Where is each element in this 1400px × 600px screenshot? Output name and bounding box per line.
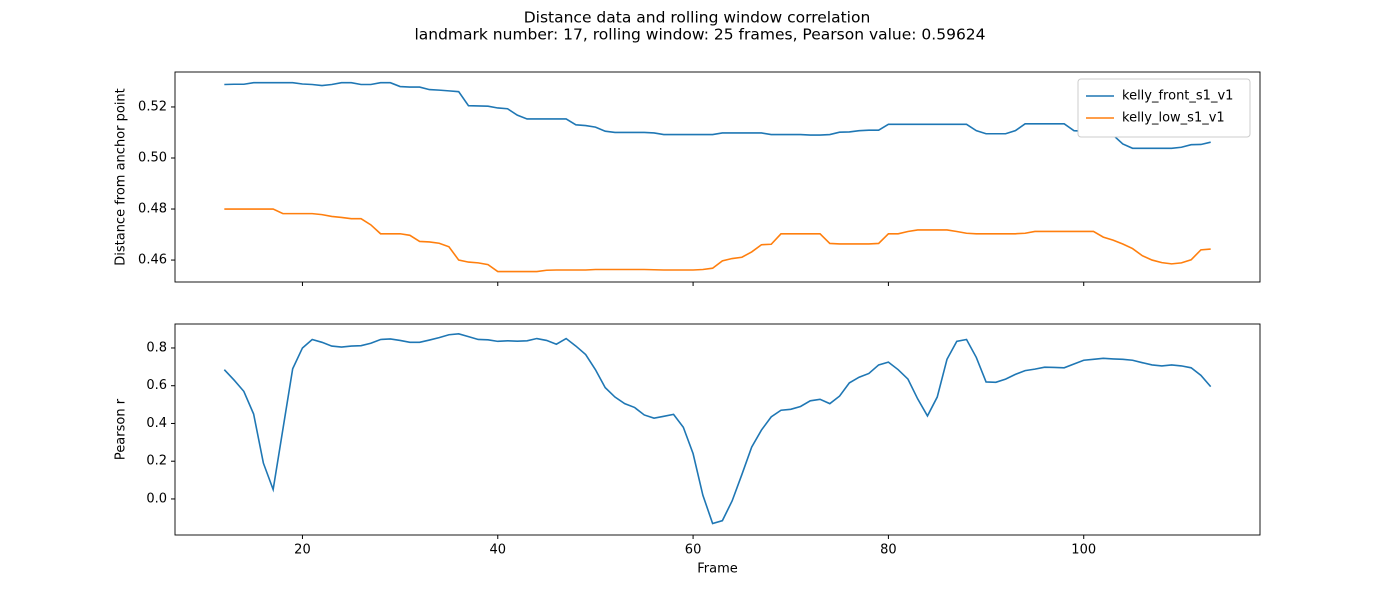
axes-frame <box>174 323 1261 536</box>
series-line <box>223 332 1212 525</box>
y-tick-label: 0.48 <box>138 202 167 217</box>
y-tick-label: 0.46 <box>138 253 167 268</box>
series-line <box>224 81 1211 150</box>
legend-label: kelly_front_s1_v1 <box>1122 89 1233 104</box>
series-line <box>224 208 1211 273</box>
axes-frame <box>174 71 1261 283</box>
x-tick-label: 80 <box>880 543 897 558</box>
y-tick-label: 0.50 <box>138 150 167 165</box>
y-axis-label: Pearson r <box>114 398 129 460</box>
y-tick-label: 0.0 <box>146 491 167 506</box>
x-axis-label: Frame <box>697 562 738 577</box>
x-tick-label: 20 <box>294 543 311 558</box>
y-tick-label: 0.52 <box>138 99 167 114</box>
y-tick-label: 0.2 <box>146 454 167 469</box>
x-tick-label: 40 <box>489 543 506 558</box>
legend-label: kelly_low_s1_v1 <box>1122 111 1225 126</box>
legend-box <box>1077 78 1251 138</box>
chart-subtitle: landmark number: 17, rolling window: 25 … <box>414 26 985 44</box>
y-tick-label: 0.8 <box>146 340 167 355</box>
y-tick-label: 0.4 <box>146 416 167 431</box>
y-axis-label: Distance from anchor point <box>114 88 129 266</box>
chart-title: Distance data and rolling window correla… <box>524 9 871 27</box>
y-tick-label: 0.6 <box>146 378 167 393</box>
x-tick-label: 60 <box>685 543 702 558</box>
x-tick-label: 100 <box>1071 543 1096 558</box>
